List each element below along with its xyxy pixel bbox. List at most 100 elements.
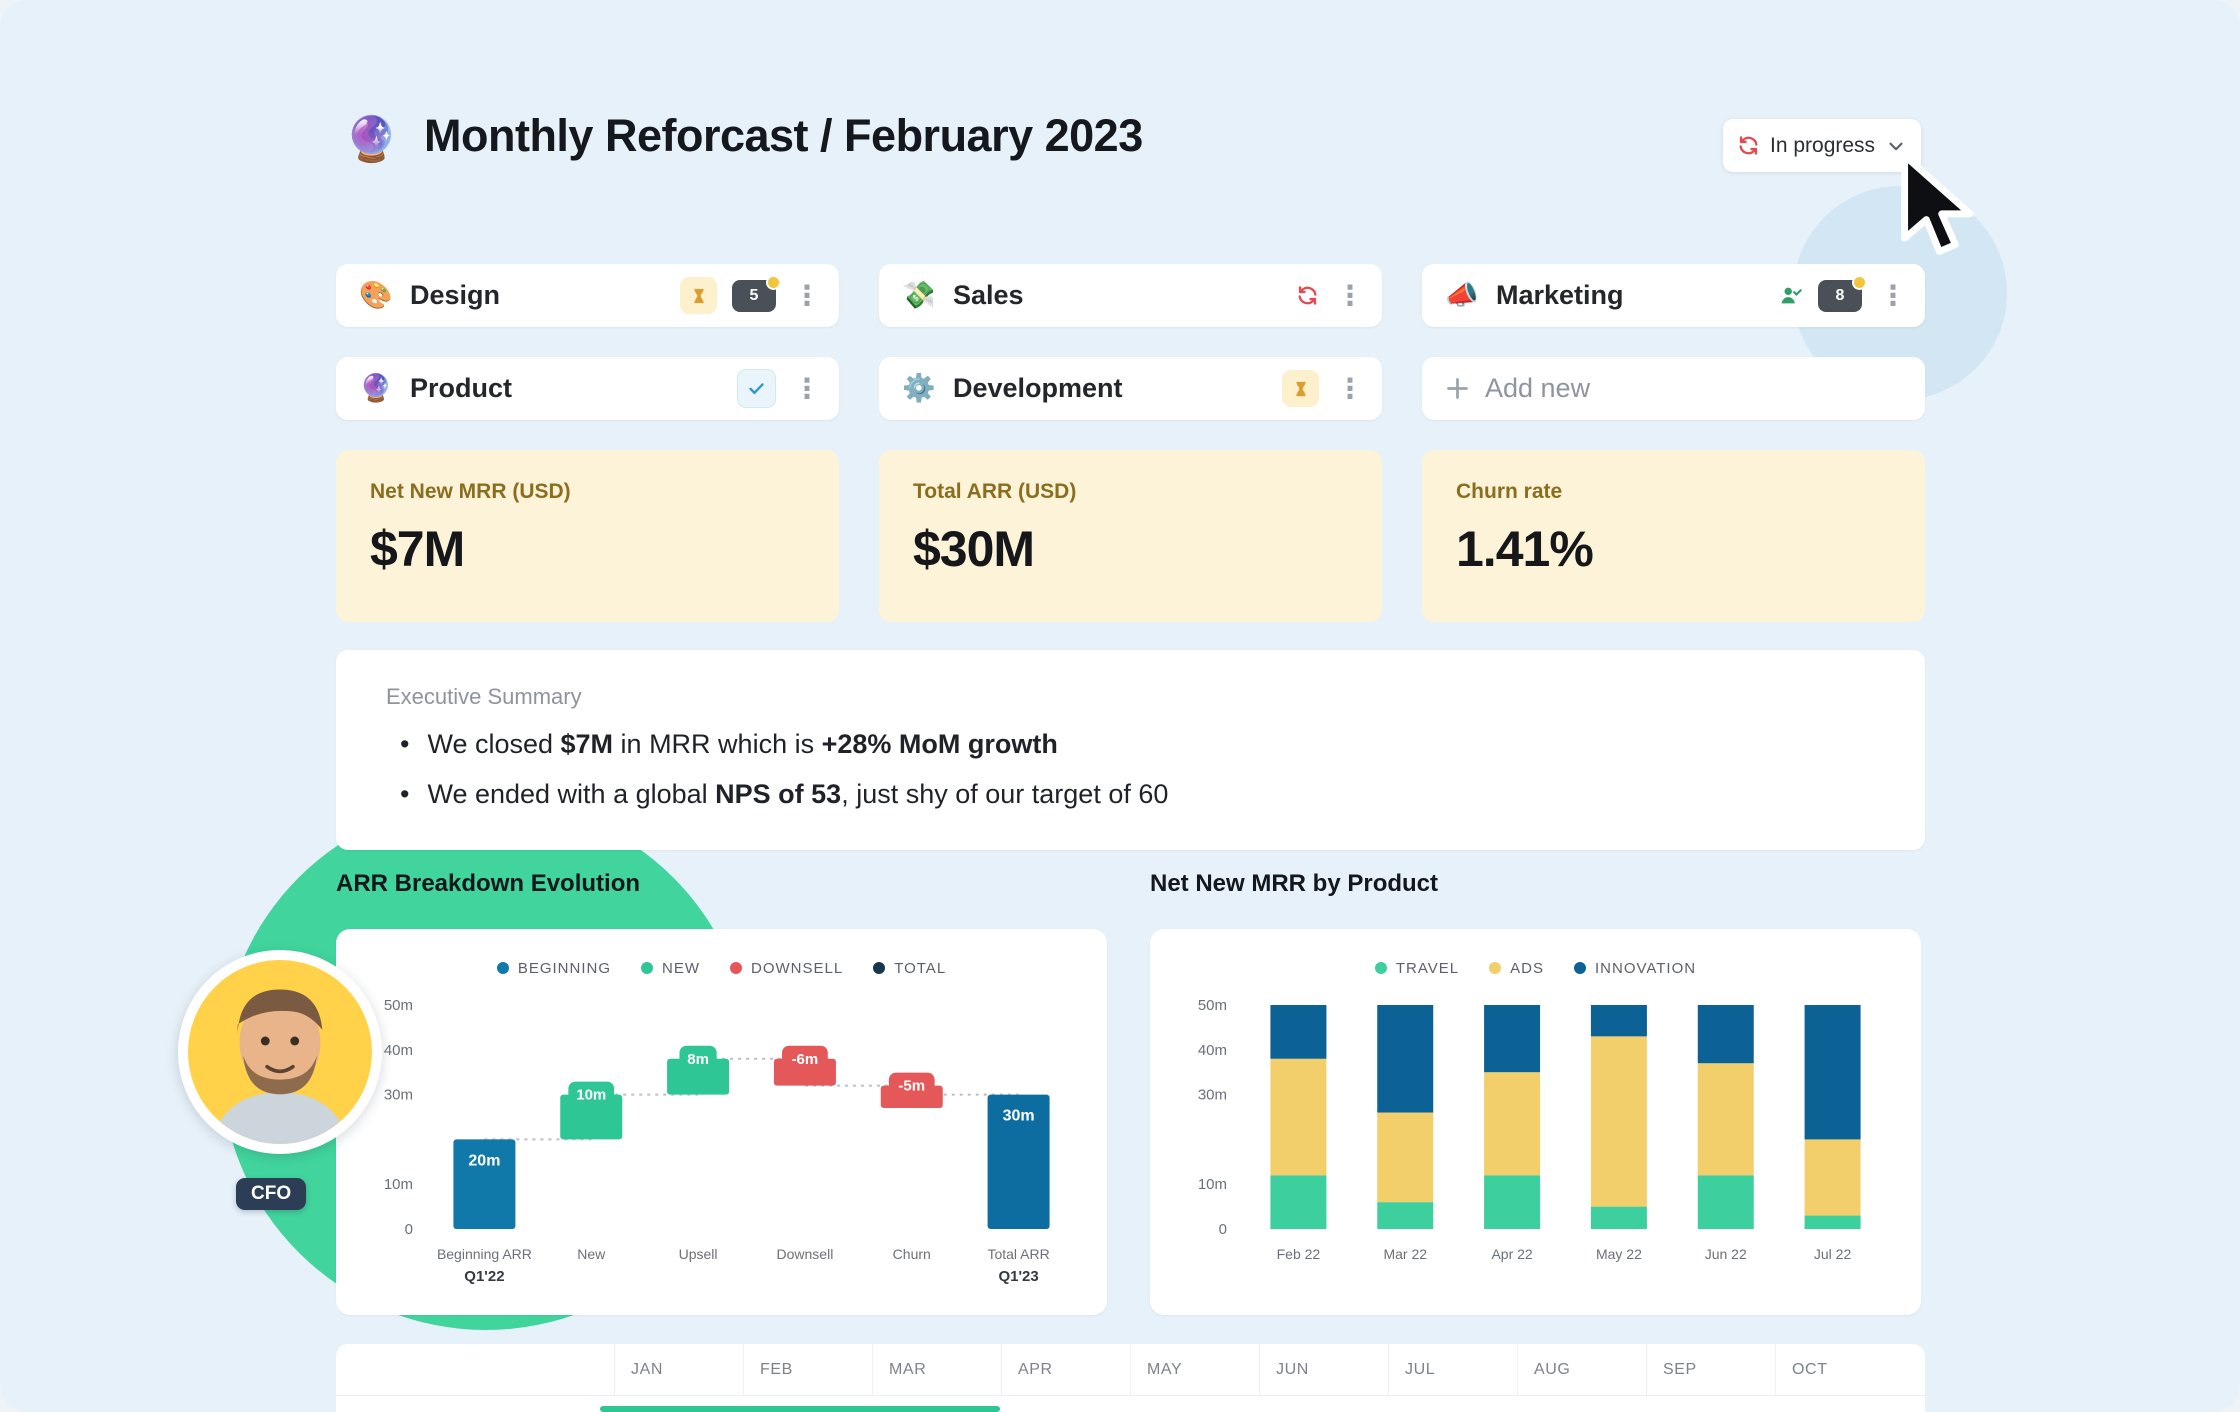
- hourglass-status-badge[interactable]: [1282, 370, 1319, 407]
- chart-card-0: BEGINNING NEW DOWNSELL TOTAL 50m 40m 30m 10m 0 2…: [336, 929, 1107, 1315]
- marketing-emoji-icon: 📣: [1445, 280, 1479, 310]
- legend-dot: [496, 962, 509, 974]
- legend-item-beginning: BEGINNING: [496, 959, 612, 977]
- category-card-marketing[interactable]: 📣 Marketing 8 ⋮: [1422, 264, 1925, 327]
- month-header-jul: JUL: [1388, 1344, 1517, 1395]
- kebab-menu-icon[interactable]: ⋮: [1879, 279, 1907, 311]
- sales-emoji-icon: 💸: [902, 280, 936, 310]
- bullet-text: We closed $7M in MRR which is +28% MoM g…: [427, 729, 1058, 759]
- waterfall-chart: 50m 40m 30m 10m 0 20m 10m 8m -6m -5m 30m Beginning …: [336, 983, 1107, 1301]
- svg-text:10m: 10m: [576, 1087, 606, 1104]
- month-header-may: MAY: [1130, 1344, 1259, 1395]
- category-label: Marketing: [1496, 280, 1624, 310]
- comments-count-badge[interactable]: 5: [732, 274, 781, 312]
- svg-text:30m: 30m: [1198, 1087, 1227, 1104]
- month-header-feb: FEB: [743, 1344, 872, 1395]
- assignee-check-icon[interactable]: [1779, 284, 1803, 307]
- legend-dot: [1374, 962, 1387, 974]
- svg-text:Churn: Churn: [893, 1246, 931, 1262]
- svg-text:Feb 22: Feb 22: [1277, 1246, 1321, 1262]
- svg-text:-5m: -5m: [898, 1078, 925, 1095]
- chart-card-1: TRAVEL ADS INNOVATION 50m 40m 30m 10m 0 Feb 22 M…: [1150, 929, 1921, 1315]
- executive-summary-card: Executive Summary • We closed $7M in MRR …: [336, 650, 1925, 850]
- month-header-apr: APR: [1001, 1344, 1130, 1395]
- svg-text:Jul 22: Jul 22: [1814, 1246, 1852, 1262]
- legend-label: TRAVEL: [1395, 959, 1460, 977]
- kpi-value: $7M: [370, 521, 465, 577]
- kpi-title: Net New MRR (USD): [370, 480, 571, 503]
- category-label: Sales: [953, 280, 1024, 310]
- legend-item-downsell: DOWNSELL: [730, 959, 843, 977]
- kebab-menu-icon[interactable]: ⋮: [1336, 372, 1364, 404]
- kpi-card: Churn rate 1.41%: [1422, 450, 1925, 622]
- role-badge: CFO: [236, 1178, 307, 1210]
- category-card-design[interactable]: 🎨 Design 5 ⋮: [336, 264, 839, 327]
- chevron-down-icon: [1885, 135, 1907, 157]
- legend-item-ads: ADS: [1489, 959, 1544, 977]
- kebab-menu-icon[interactable]: ⋮: [793, 279, 821, 311]
- waterfall-legend: BEGINNING NEW DOWNSELL TOTAL: [336, 929, 1107, 977]
- category-grid: 🎨 Design 5 ⋮ 💸 Sales ⋮ 📣 Marketing 8 ⋮ 🔮 Product ⋮ ⚙️ D…: [336, 264, 1925, 420]
- legend-dot: [1573, 962, 1586, 974]
- legend-label: DOWNSELL: [751, 959, 844, 977]
- svg-text:Mar 22: Mar 22: [1383, 1246, 1427, 1262]
- category-card-product[interactable]: 🔮 Product ⋮: [336, 357, 839, 420]
- svg-text:Upsell: Upsell: [679, 1246, 718, 1262]
- month-header-sep: SEP: [1646, 1344, 1775, 1395]
- done-check-badge[interactable]: [737, 369, 776, 408]
- kebab-menu-icon[interactable]: ⋮: [1336, 279, 1364, 311]
- month-header-mar: MAR: [872, 1344, 1001, 1395]
- notification-dot: [766, 274, 781, 290]
- comments-count-badge[interactable]: 8: [1818, 274, 1867, 312]
- avatar-portrait-illustration: [210, 989, 350, 1144]
- product-emoji-icon: 🔮: [359, 373, 393, 403]
- legend-dot: [730, 962, 743, 974]
- legend-item-innovation: INNOVATION: [1573, 959, 1697, 977]
- add-new-button[interactable]: Add new: [1422, 357, 1925, 420]
- page-title: Monthly Reforcast / February 2023: [424, 110, 1143, 161]
- kpi-value: $30M: [913, 521, 1035, 577]
- kpi-value: 1.41%: [1456, 521, 1594, 577]
- status-dropdown-button[interactable]: In progress: [1723, 119, 1922, 172]
- svg-text:50m: 50m: [1198, 997, 1227, 1014]
- legend-label: NEW: [662, 959, 701, 977]
- month-header-jan: JAN: [614, 1344, 743, 1395]
- kpi-card: Net New MRR (USD) $7M: [336, 450, 839, 622]
- table-header-row: JAN FEB MAR APR MAY JUN JUL AUG SEP OCT: [336, 1344, 1925, 1396]
- card-actions: ⋮: [737, 369, 823, 408]
- kpi-title: Churn rate: [1456, 480, 1563, 503]
- legend-label: BEGINNING: [517, 959, 612, 977]
- svg-text:40m: 40m: [384, 1042, 413, 1059]
- legend-item-travel: TRAVEL: [1374, 959, 1460, 977]
- card-actions: ⋮: [1282, 370, 1366, 407]
- bullet-icon: •: [400, 778, 410, 809]
- svg-text:Beginning ARR: Beginning ARR: [437, 1246, 532, 1262]
- category-card-development[interactable]: ⚙️ Development ⋮: [879, 357, 1382, 420]
- summary-bullets: • We closed $7M in MRR which is +28% MoM …: [386, 724, 1925, 816]
- legend-label: ADS: [1510, 959, 1544, 977]
- legend-label: INNOVATION: [1594, 959, 1697, 977]
- chart-title-mrr-by-product: Net New MRR by Product: [1150, 870, 1439, 897]
- summary-bullet: • We ended with a global NPS of 53, just …: [400, 774, 1925, 816]
- kebab-menu-icon[interactable]: ⋮: [793, 372, 821, 404]
- svg-text:New: New: [577, 1246, 606, 1262]
- svg-text:20m: 20m: [468, 1152, 500, 1169]
- plus-icon: [1444, 375, 1471, 402]
- svg-text:30m: 30m: [384, 1087, 413, 1104]
- card-actions: 8 ⋮: [1779, 274, 1909, 312]
- category-card-sales[interactable]: 💸 Sales ⋮: [879, 264, 1382, 327]
- table-corner-cell: [336, 1344, 614, 1395]
- refresh-status-icon[interactable]: [1296, 284, 1319, 307]
- status-label: In progress: [1770, 133, 1876, 157]
- stacked-bar-chart: 50m 40m 30m 10m 0 Feb 22 Mar 22 Apr 22 May 22 Jun…: [1150, 983, 1921, 1301]
- hourglass-status-badge[interactable]: [680, 277, 717, 314]
- svg-text:-6m: -6m: [792, 1051, 819, 1068]
- svg-text:Jun 22: Jun 22: [1705, 1246, 1747, 1262]
- legend-item-new: NEW: [641, 959, 700, 977]
- legend-dot: [641, 962, 654, 974]
- legend-dot: [873, 962, 886, 974]
- legend-label: TOTAL: [894, 959, 947, 977]
- in-progress-icon: [1737, 134, 1760, 157]
- bullet-icon: •: [400, 729, 410, 759]
